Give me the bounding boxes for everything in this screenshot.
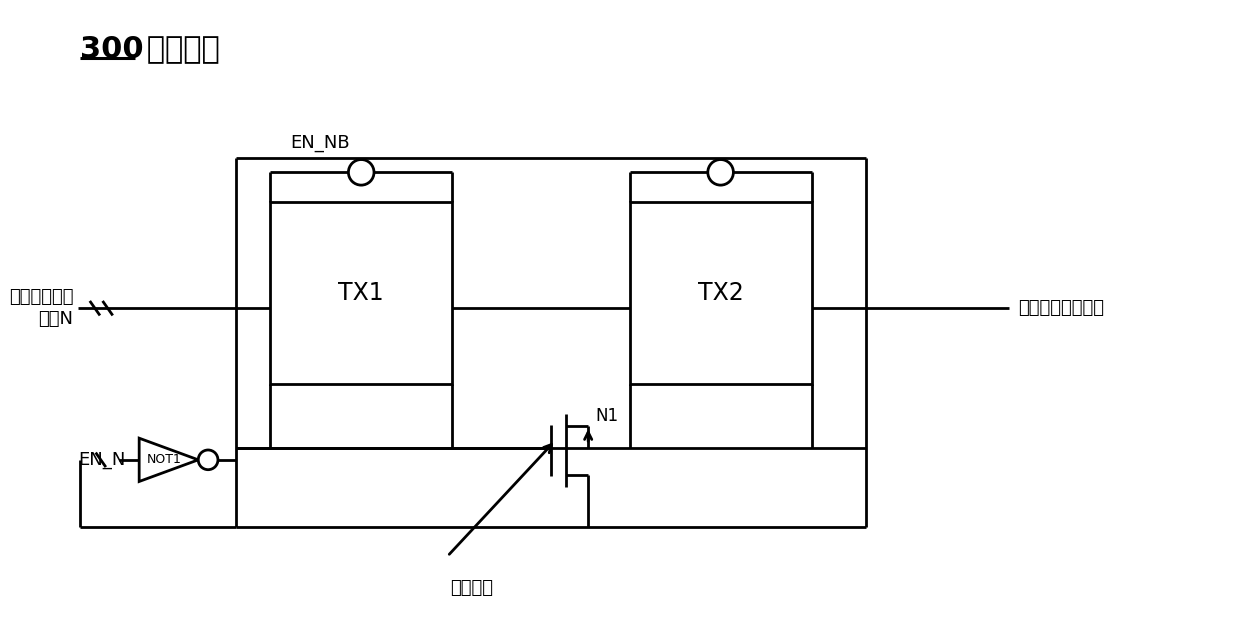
Text: 模拟信号输入: 模拟信号输入 <box>9 288 73 306</box>
Text: 300: 300 <box>81 35 144 64</box>
Text: TX1: TX1 <box>339 281 384 305</box>
Text: NOT1: NOT1 <box>146 453 181 466</box>
Bar <box>630 202 812 384</box>
Bar <box>270 202 453 384</box>
Text: TX2: TX2 <box>698 281 744 305</box>
Text: 通道N: 通道N <box>38 310 73 328</box>
Text: 模拟使能信号输出: 模拟使能信号输出 <box>1018 299 1105 317</box>
Text: 选择单元: 选择单元 <box>138 35 219 64</box>
Text: EN_NB: EN_NB <box>290 134 350 152</box>
Text: EN_N: EN_N <box>78 451 125 469</box>
Text: N1: N1 <box>595 406 619 424</box>
Text: 隔离噪声: 隔离噪声 <box>450 579 494 597</box>
